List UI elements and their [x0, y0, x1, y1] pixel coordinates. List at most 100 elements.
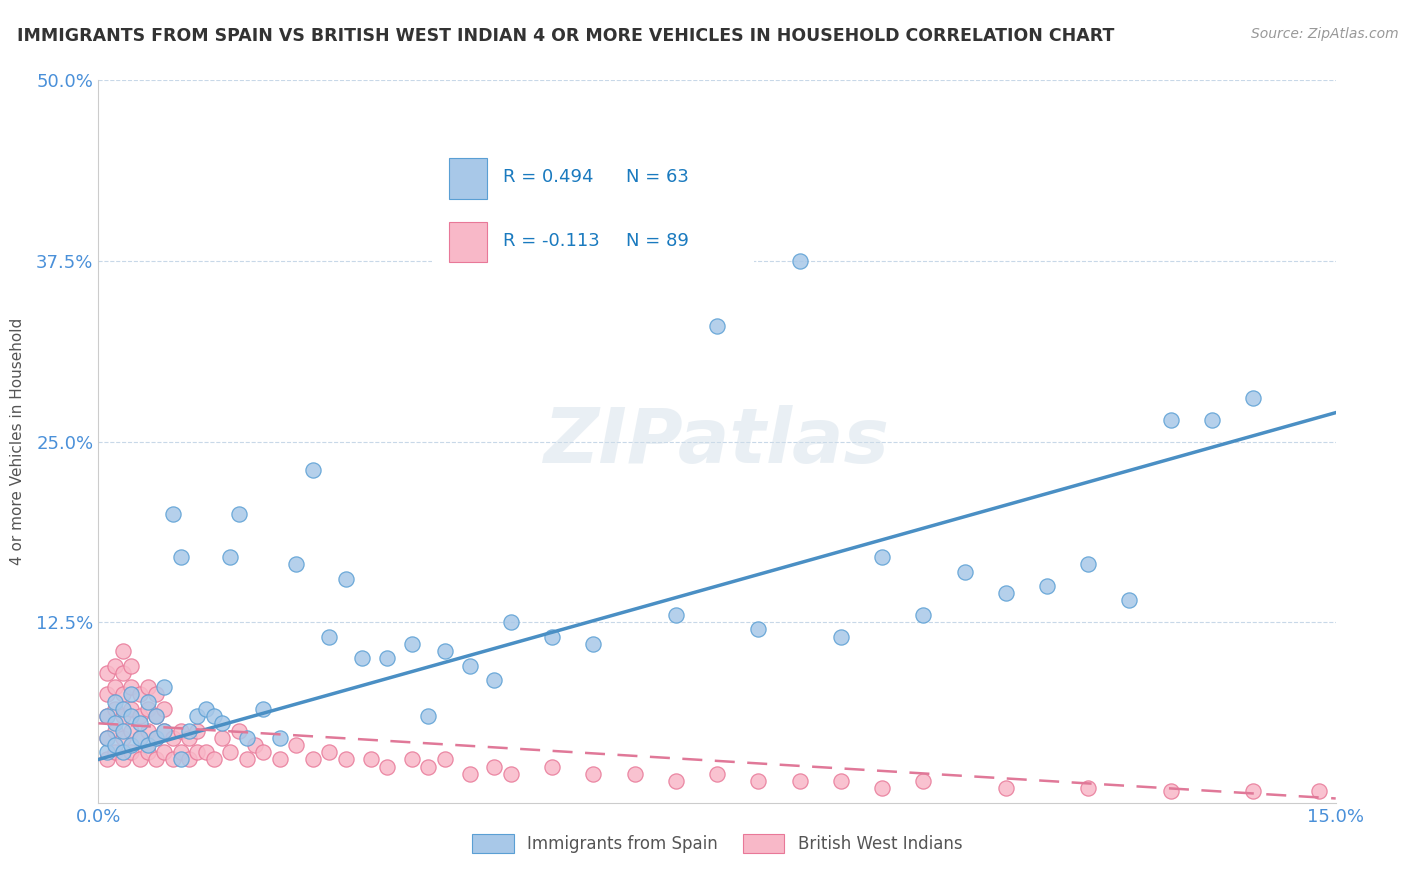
Point — [104, 716, 127, 731]
Point — [112, 644, 135, 658]
Legend: Immigrants from Spain, British West Indians: Immigrants from Spain, British West Indi… — [465, 827, 969, 860]
Point — [104, 745, 127, 759]
Point — [582, 767, 605, 781]
Point — [994, 586, 1017, 600]
Point — [870, 550, 893, 565]
Point — [285, 738, 308, 752]
Text: ZIPatlas: ZIPatlas — [544, 405, 890, 478]
Point — [104, 738, 127, 752]
Point — [96, 752, 118, 766]
Point — [623, 767, 645, 781]
Point — [1077, 781, 1099, 796]
Point — [285, 558, 308, 572]
Point — [120, 687, 142, 701]
Point — [747, 623, 769, 637]
Point — [211, 731, 233, 745]
Point — [830, 774, 852, 789]
Point — [499, 767, 522, 781]
Point — [747, 774, 769, 789]
Point — [401, 752, 423, 766]
Point — [145, 752, 167, 766]
Point — [112, 752, 135, 766]
Point — [665, 774, 688, 789]
Point — [112, 687, 135, 701]
Point — [120, 709, 142, 723]
Point — [211, 716, 233, 731]
Point — [228, 507, 250, 521]
Point — [153, 723, 176, 738]
Point — [120, 738, 142, 752]
Point — [96, 709, 118, 723]
Point — [269, 731, 291, 745]
Point — [953, 565, 976, 579]
Y-axis label: 4 or more Vehicles in Household: 4 or more Vehicles in Household — [10, 318, 25, 566]
Point — [252, 745, 274, 759]
Point — [194, 702, 217, 716]
Point — [582, 637, 605, 651]
Point — [112, 731, 135, 745]
Point — [179, 723, 201, 738]
Point — [870, 781, 893, 796]
Point — [458, 658, 481, 673]
Point — [335, 572, 357, 586]
Point — [228, 723, 250, 738]
Point — [145, 731, 167, 745]
Point — [104, 723, 127, 738]
Point — [418, 760, 440, 774]
Point — [112, 665, 135, 680]
Point — [912, 774, 935, 789]
Point — [352, 651, 374, 665]
Point — [375, 760, 398, 774]
Point — [194, 745, 217, 759]
Point — [484, 760, 506, 774]
Point — [162, 507, 184, 521]
Point — [186, 709, 208, 723]
Point — [162, 731, 184, 745]
Point — [1201, 413, 1223, 427]
Point — [136, 702, 159, 716]
Point — [170, 550, 193, 565]
Point — [120, 745, 142, 759]
Point — [179, 752, 201, 766]
Point — [236, 752, 259, 766]
Point — [433, 752, 456, 766]
Point — [136, 745, 159, 759]
Point — [104, 702, 127, 716]
Point — [136, 695, 159, 709]
Point — [153, 680, 176, 694]
Point — [433, 644, 456, 658]
Point — [219, 550, 242, 565]
Point — [128, 731, 150, 745]
Point — [541, 760, 564, 774]
Point — [120, 702, 142, 716]
Point — [360, 752, 382, 766]
Point — [112, 702, 135, 716]
Point — [104, 680, 127, 694]
Point — [104, 695, 127, 709]
Point — [145, 687, 167, 701]
Point — [318, 630, 340, 644]
Point — [243, 738, 266, 752]
Point — [252, 702, 274, 716]
Point — [136, 680, 159, 694]
Point — [128, 731, 150, 745]
Point — [145, 709, 167, 723]
Point — [96, 745, 118, 759]
Point — [120, 680, 142, 694]
Point — [994, 781, 1017, 796]
Point — [219, 745, 242, 759]
Point — [1365, 786, 1388, 800]
Point — [1241, 391, 1264, 405]
Point — [96, 709, 118, 723]
Point — [1077, 558, 1099, 572]
Point — [153, 723, 176, 738]
Point — [202, 752, 225, 766]
Point — [153, 745, 176, 759]
Point — [128, 716, 150, 731]
Point — [302, 752, 325, 766]
Point — [96, 731, 118, 745]
Point — [912, 607, 935, 622]
Point — [145, 731, 167, 745]
Point — [789, 774, 811, 789]
Point — [96, 665, 118, 680]
